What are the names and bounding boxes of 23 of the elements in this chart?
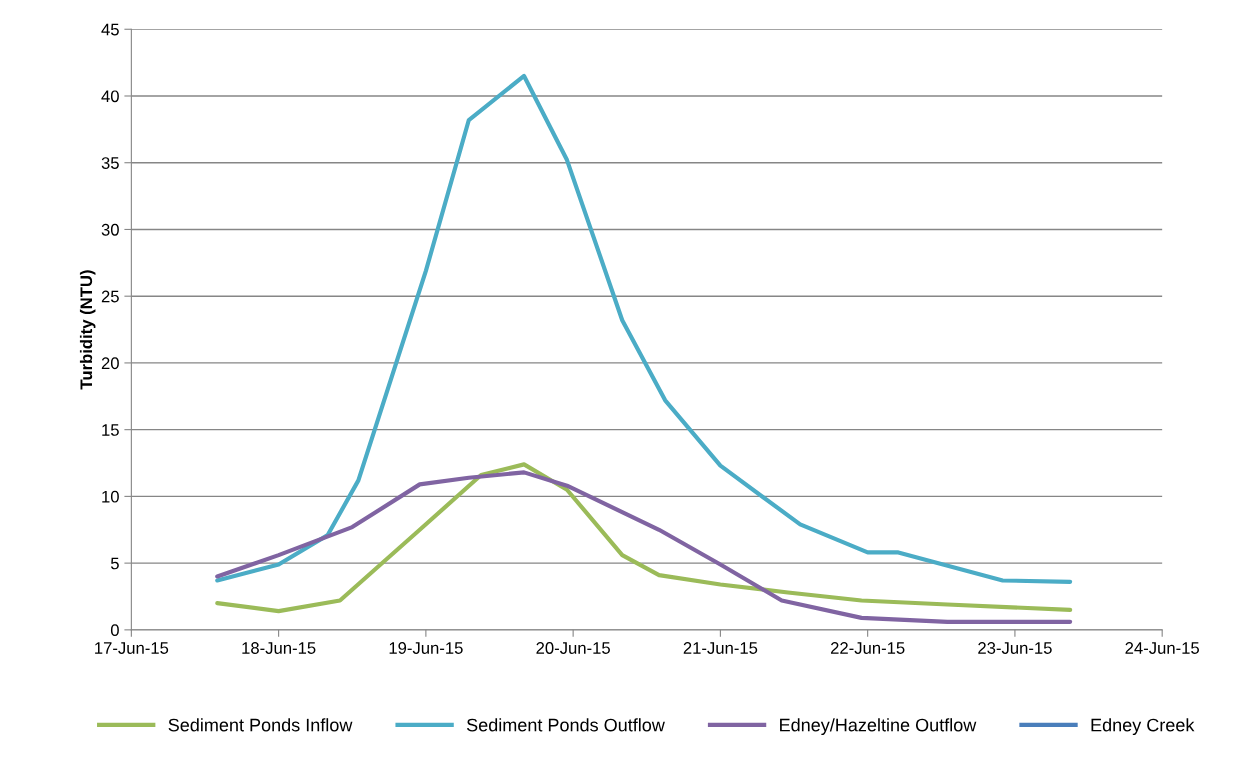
x-tick-label: 18-Jun-15 xyxy=(242,642,316,654)
y-tick-label: 5 xyxy=(110,557,119,570)
y-tick-label: 40 xyxy=(101,90,119,103)
y-tick-label: 25 xyxy=(101,290,119,303)
y-tick-label: 30 xyxy=(101,223,119,236)
legend-label: Sediment Ponds Inflow xyxy=(168,718,353,732)
x-tick-label: 20-Jun-15 xyxy=(536,642,610,654)
legend-label: Edney Creek xyxy=(1091,718,1195,736)
y-axis-title: Turbidity (NTU) xyxy=(79,270,96,390)
legend-label: Edney/Hazeltine Outflow xyxy=(780,718,977,736)
legend-label: Sediment Ponds Outflow xyxy=(466,718,665,732)
x-tick-label: 22-Jun-15 xyxy=(830,642,905,654)
x-tick-label: 23-Jun-15 xyxy=(978,642,1052,654)
y-tick-label: 20 xyxy=(101,357,119,370)
x-tick-label: 24-Jun-15 xyxy=(1125,642,1200,654)
x-tick-label: 21-Jun-15 xyxy=(683,642,758,654)
x-tick-label: 19-Jun-15 xyxy=(389,642,463,654)
y-tick-label: 15 xyxy=(102,424,119,436)
y-tick-label: 0 xyxy=(110,624,119,637)
x-tick-label: 17-Jun-15 xyxy=(95,642,169,654)
y-tick-label: 45 xyxy=(101,23,119,36)
y-tick-label: 10 xyxy=(102,490,119,503)
y-tick-label: 35 xyxy=(101,157,119,169)
